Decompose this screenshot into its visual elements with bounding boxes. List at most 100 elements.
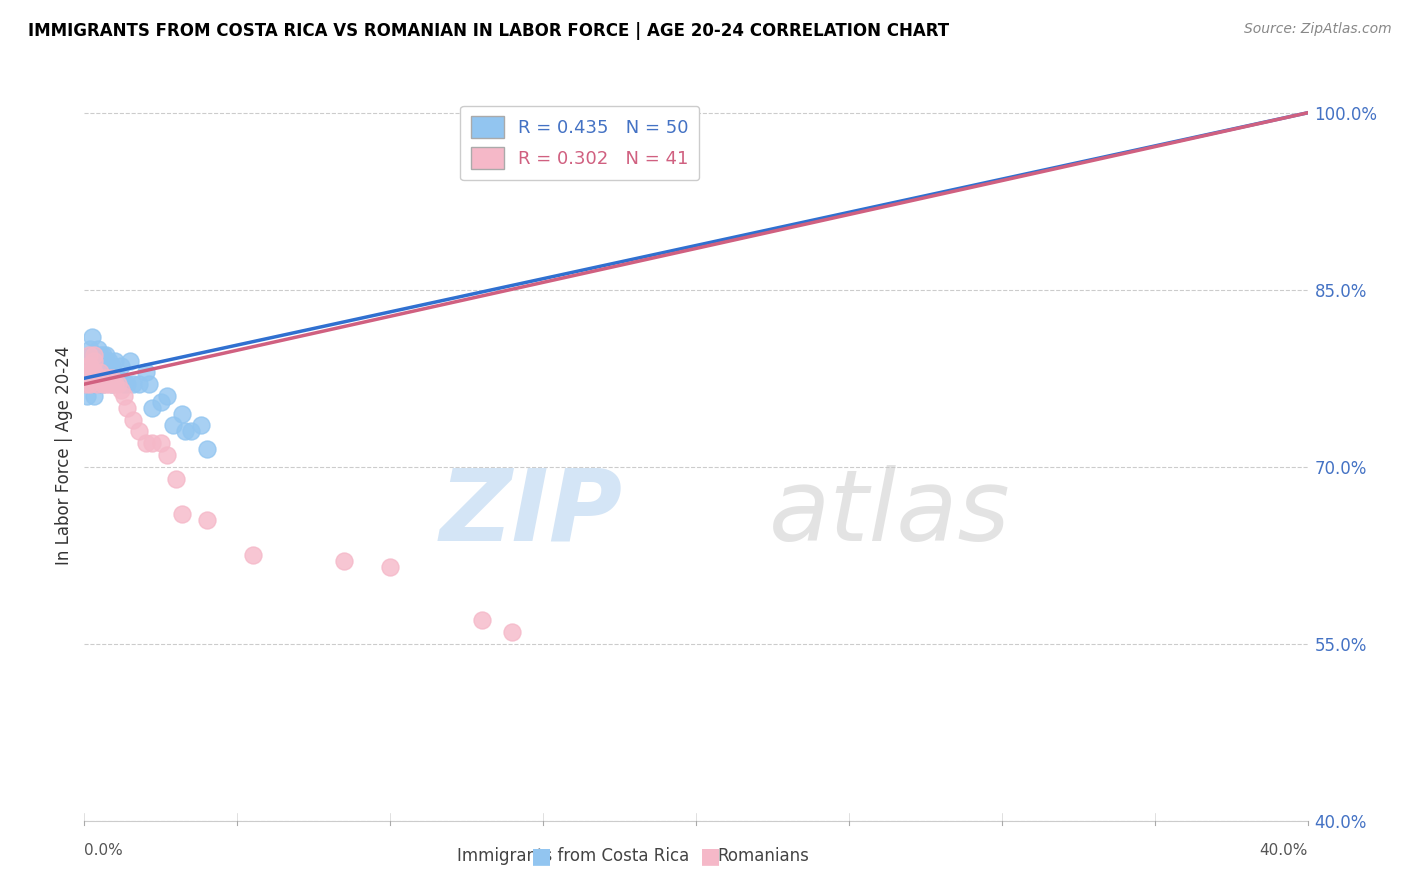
Point <box>112 389 135 403</box>
Point <box>115 377 138 392</box>
Point <box>115 401 138 415</box>
Y-axis label: In Labor Force | Age 20-24: In Labor Force | Age 20-24 <box>55 345 73 565</box>
Point <box>83 389 105 403</box>
Point <box>180 425 202 439</box>
Text: ZIP: ZIP <box>440 465 623 562</box>
Point <box>128 425 150 439</box>
Point <box>101 377 124 392</box>
Point <box>76 353 98 368</box>
Point <box>91 377 114 392</box>
Point <box>104 377 127 392</box>
Point <box>83 353 105 368</box>
Point <box>333 554 356 568</box>
Point <box>94 377 117 392</box>
Point <box>79 342 101 356</box>
Point <box>101 359 124 374</box>
Point <box>172 407 194 421</box>
Point <box>79 371 101 385</box>
Point <box>75 377 97 392</box>
Point <box>79 365 101 379</box>
Point <box>110 359 132 374</box>
Point <box>79 348 101 362</box>
Point <box>91 377 114 392</box>
Point <box>75 377 97 392</box>
Point <box>94 371 117 385</box>
Point <box>156 448 179 462</box>
Point <box>89 377 111 392</box>
Point <box>91 371 114 385</box>
Point <box>79 377 101 392</box>
Text: ■: ■ <box>700 847 720 866</box>
Text: ■: ■ <box>531 847 551 866</box>
Point <box>89 365 111 379</box>
Point <box>79 365 101 379</box>
Point <box>86 377 108 392</box>
Point <box>122 377 145 392</box>
Point <box>101 371 124 385</box>
Point <box>101 377 124 392</box>
Point <box>195 513 218 527</box>
Point <box>83 365 105 379</box>
Point <box>89 371 111 385</box>
Point <box>174 425 197 439</box>
Text: 40.0%: 40.0% <box>1260 843 1308 858</box>
Point <box>94 365 117 379</box>
Point <box>502 624 524 639</box>
Point <box>122 412 145 426</box>
Point <box>97 359 120 374</box>
Point <box>110 383 132 397</box>
Text: IMMIGRANTS FROM COSTA RICA VS ROMANIAN IN LABOR FORCE | AGE 20-24 CORRELATION CH: IMMIGRANTS FROM COSTA RICA VS ROMANIAN I… <box>28 22 949 40</box>
Point <box>165 471 187 485</box>
Point <box>112 377 135 392</box>
Point <box>77 348 100 362</box>
Point <box>380 560 402 574</box>
Legend: R = 0.435   N = 50, R = 0.302   N = 41: R = 0.435 N = 50, R = 0.302 N = 41 <box>460 105 699 180</box>
Point <box>97 377 120 392</box>
Point <box>162 418 184 433</box>
Point <box>156 389 179 403</box>
Point <box>195 442 218 456</box>
Point <box>76 371 98 385</box>
Text: Romanians: Romanians <box>717 847 808 865</box>
Point <box>138 377 160 392</box>
Point <box>242 548 264 562</box>
Point <box>91 371 114 385</box>
Point <box>89 348 111 362</box>
Point <box>104 353 127 368</box>
Point <box>83 348 105 362</box>
Point <box>80 330 103 344</box>
Point <box>91 348 114 362</box>
Point <box>76 359 98 374</box>
Point <box>135 365 157 379</box>
Point <box>89 377 111 392</box>
Point <box>86 353 108 368</box>
Point <box>97 371 120 385</box>
Point <box>120 353 142 368</box>
Point <box>83 365 105 379</box>
Text: 0.0%: 0.0% <box>84 843 124 858</box>
Point <box>97 353 120 368</box>
Point <box>190 418 212 433</box>
Point <box>86 365 108 379</box>
Point <box>172 507 194 521</box>
Point <box>104 371 127 385</box>
Point <box>149 436 172 450</box>
Point <box>86 371 108 385</box>
Point <box>87 342 110 356</box>
Point <box>107 377 129 392</box>
Point <box>141 436 163 450</box>
Point <box>107 371 129 385</box>
Point <box>79 359 101 374</box>
Point <box>84 348 107 362</box>
Point <box>83 377 105 392</box>
Point <box>135 436 157 450</box>
Point <box>77 353 100 368</box>
Point <box>471 613 494 627</box>
Point <box>76 389 98 403</box>
Text: Source: ZipAtlas.com: Source: ZipAtlas.com <box>1244 22 1392 37</box>
Point <box>141 401 163 415</box>
Point <box>76 371 98 385</box>
Point <box>86 365 108 379</box>
Text: atlas: atlas <box>769 465 1011 562</box>
Text: Immigrants from Costa Rica: Immigrants from Costa Rica <box>457 847 689 865</box>
